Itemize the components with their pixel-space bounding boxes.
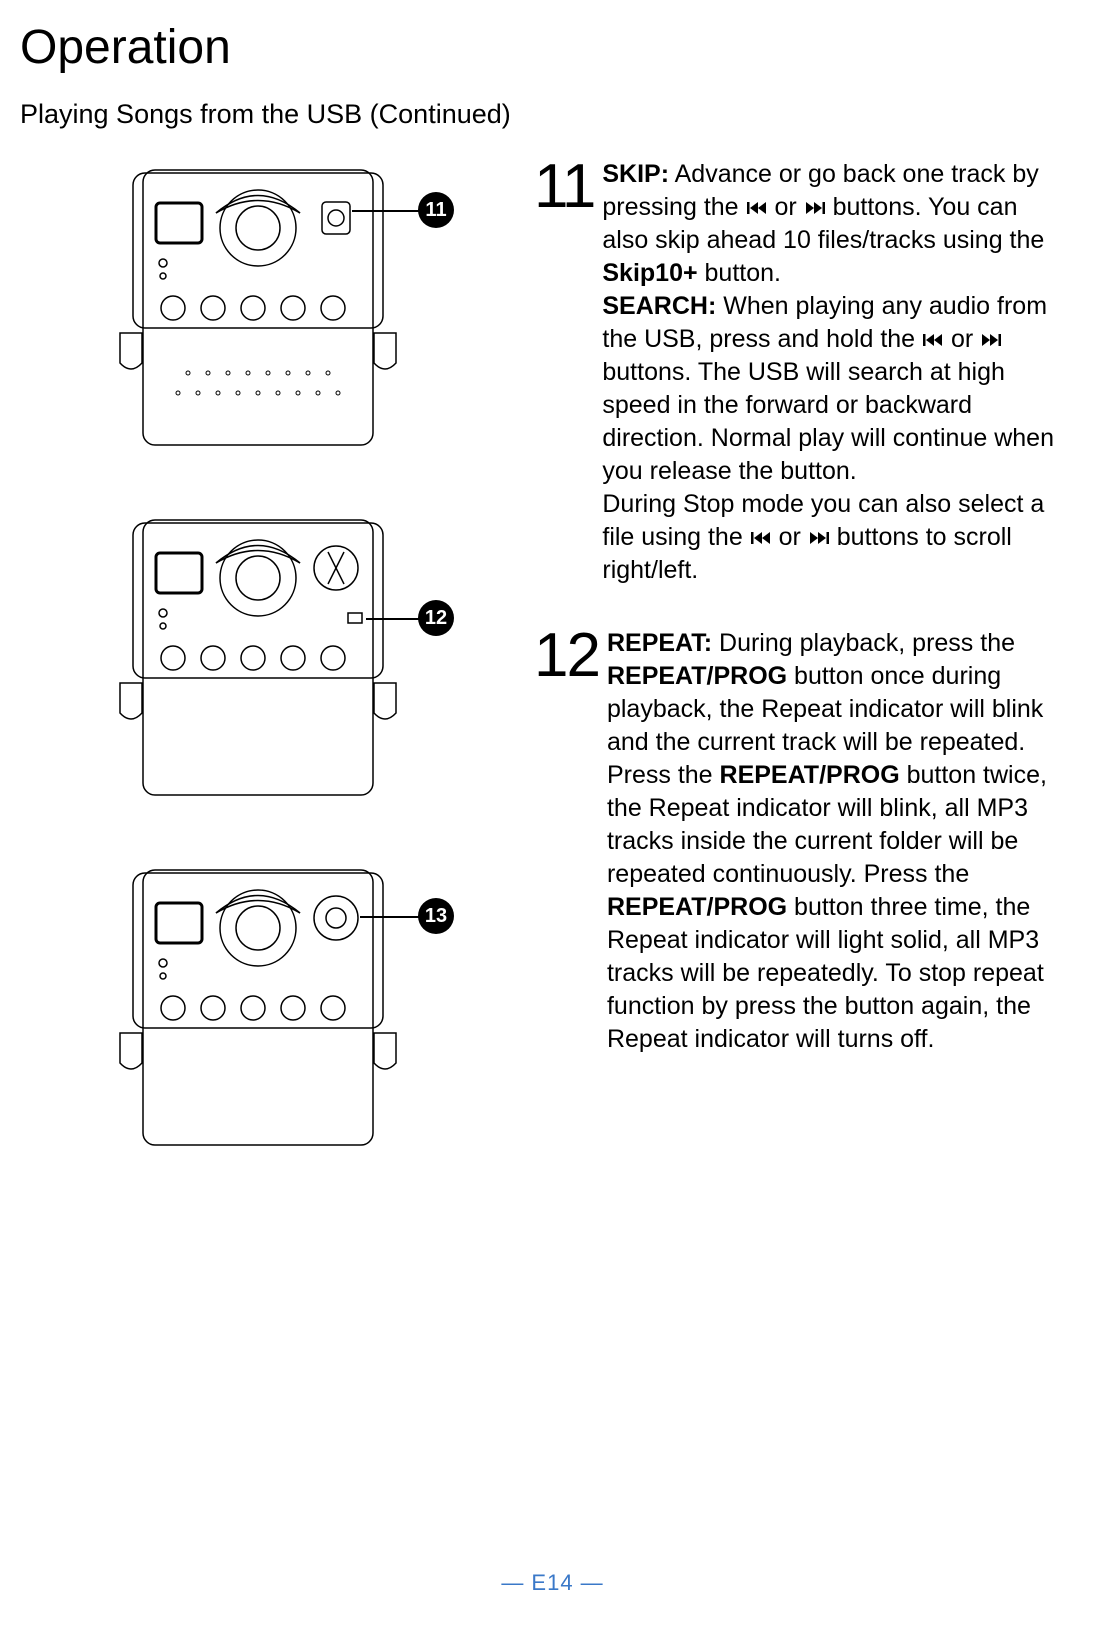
step-11: 11 SKIP: Advance or go back one track by… [534,158,1064,587]
page-footer: — E14 — [0,1570,1105,1596]
illustration-column: 11 [20,158,470,1158]
skip-forward-icon [980,324,1002,340]
step-number: 12 [534,627,599,1056]
skip-forward-icon [808,522,830,538]
step-number: 11 [534,158,594,587]
step-12: 12 REPEAT: During playback, press the RE… [534,627,1064,1056]
device-illustration-1: 11 [108,158,428,458]
step-body: REPEAT: During playback, press the REPEA… [607,627,1064,1056]
label-search: SEARCH: [602,292,716,320]
label-repeat-prog: REPEAT/PROG [720,761,900,789]
instruction-column: 11 SKIP: Advance or go back one track by… [534,158,1064,1158]
callout-badge-11: 11 [418,192,454,228]
callout-badge-13: 13 [418,898,454,934]
device-illustration-2: 12 [108,508,428,808]
callout-badge-12: 12 [418,600,454,636]
label-skip10: Skip10+ [602,259,697,287]
skip-back-icon [922,324,944,340]
device-illustration-3: 13 [108,858,428,1158]
label-repeat-prog: REPEAT/PROG [607,662,787,690]
skip-back-icon [750,522,772,538]
skip-back-icon [746,192,768,208]
step-body: SKIP: Advance or go back one track by pr… [602,158,1064,587]
label-repeat-prog: REPEAT/PROG [607,893,787,921]
page-subtitle: Playing Songs from the USB (Continued) [20,99,1105,130]
label-repeat: REPEAT: [607,629,712,657]
label-skip: SKIP: [602,160,669,188]
page-title: Operation [20,20,1105,75]
skip-forward-icon [804,192,826,208]
